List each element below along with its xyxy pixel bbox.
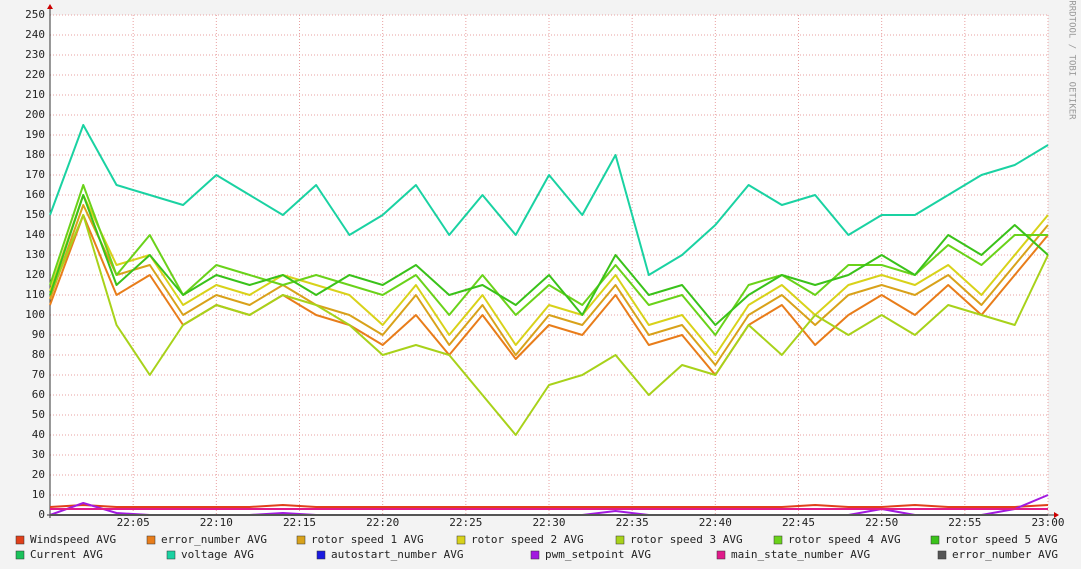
legend-swatch	[15, 550, 25, 560]
x-tick-label: 22:45	[782, 516, 815, 529]
x-tick-label: 22:20	[366, 516, 399, 529]
legend-swatch	[166, 550, 176, 560]
y-tick-label: 80	[32, 348, 45, 361]
legend-swatch	[316, 550, 326, 560]
legend-swatch	[930, 535, 940, 545]
y-tick-label: 130	[25, 248, 45, 261]
series-line	[49, 504, 1049, 508]
legend-swatch	[716, 550, 726, 560]
legend-label: pwm_setpoint AVG	[545, 548, 651, 561]
legend-swatch	[530, 550, 540, 560]
legend-label: voltage AVG	[181, 548, 254, 561]
legend-label: Current AVG	[30, 548, 103, 561]
legend-swatch	[615, 535, 625, 545]
series-line	[49, 184, 1048, 336]
y-tick-label: 250	[25, 8, 45, 21]
y-tick-label: 110	[25, 288, 45, 301]
y-tick-label: 100	[25, 308, 45, 321]
y-tick-label: 170	[25, 168, 45, 181]
y-tick-label: 210	[25, 88, 45, 101]
x-tick-label: 22:10	[200, 516, 233, 529]
y-tick-label: 190	[25, 128, 45, 141]
x-tick-label: 22:15	[283, 516, 316, 529]
y-tick-label: 10	[32, 488, 45, 501]
series-line	[49, 214, 1049, 436]
watermark: RRDTOOL / TOBI OETIKER	[1067, 0, 1077, 120]
legend-label: error_number AVG	[952, 548, 1058, 561]
legend-swatch	[296, 535, 306, 545]
y-tick-label: 50	[32, 408, 45, 421]
y-tick-label: 30	[32, 448, 45, 461]
x-tick-label: 22:30	[532, 516, 565, 529]
y-tick-label: 120	[25, 268, 45, 281]
y-tick-label: 240	[25, 28, 45, 41]
legend-label: rotor speed 3 AVG	[630, 533, 743, 546]
legend-label: autostart_number AVG	[331, 548, 463, 561]
series-line	[49, 124, 1049, 276]
y-tick-label: 0	[38, 508, 45, 521]
y-tick-label: 60	[32, 388, 45, 401]
y-tick-label: 40	[32, 428, 45, 441]
legend-label: rotor speed 5 AVG	[945, 533, 1058, 546]
x-tick-label: 22:50	[865, 516, 898, 529]
x-tick-label: 22:35	[616, 516, 649, 529]
y-tick-label: 200	[25, 108, 45, 121]
legend-swatch	[15, 535, 25, 545]
y-tick-label: 230	[25, 48, 45, 61]
legend-swatch	[937, 550, 947, 560]
axis-arrow	[47, 4, 53, 9]
legend-label: error_number AVG	[161, 533, 267, 546]
legend-label: Windspeed AVG	[30, 533, 116, 546]
series-line	[49, 204, 1049, 366]
legend-label: rotor speed 4 AVG	[788, 533, 901, 546]
y-tick-label: 160	[25, 188, 45, 201]
legend-label: main_state_number AVG	[731, 548, 870, 561]
legend-swatch	[146, 535, 156, 545]
x-tick-label: 22:55	[948, 516, 981, 529]
y-tick-label: 140	[25, 228, 45, 241]
legend-swatch	[773, 535, 783, 545]
x-tick-label: 23:00	[1031, 516, 1064, 529]
legend-swatch	[456, 535, 466, 545]
series-line	[49, 194, 1049, 356]
y-tick-label: 70	[32, 368, 45, 381]
y-tick-label: 220	[25, 68, 45, 81]
x-tick-label: 22:25	[449, 516, 482, 529]
y-tick-label: 90	[32, 328, 45, 341]
y-tick-label: 20	[32, 468, 45, 481]
y-tick-label: 180	[25, 148, 45, 161]
x-tick-label: 22:05	[117, 516, 150, 529]
axis-arrow	[1054, 512, 1059, 518]
legend-label: rotor speed 1 AVG	[311, 533, 424, 546]
legend-label: rotor speed 2 AVG	[471, 533, 584, 546]
y-tick-label: 150	[25, 208, 45, 221]
x-tick-label: 22:40	[699, 516, 732, 529]
series-line	[49, 194, 1049, 326]
